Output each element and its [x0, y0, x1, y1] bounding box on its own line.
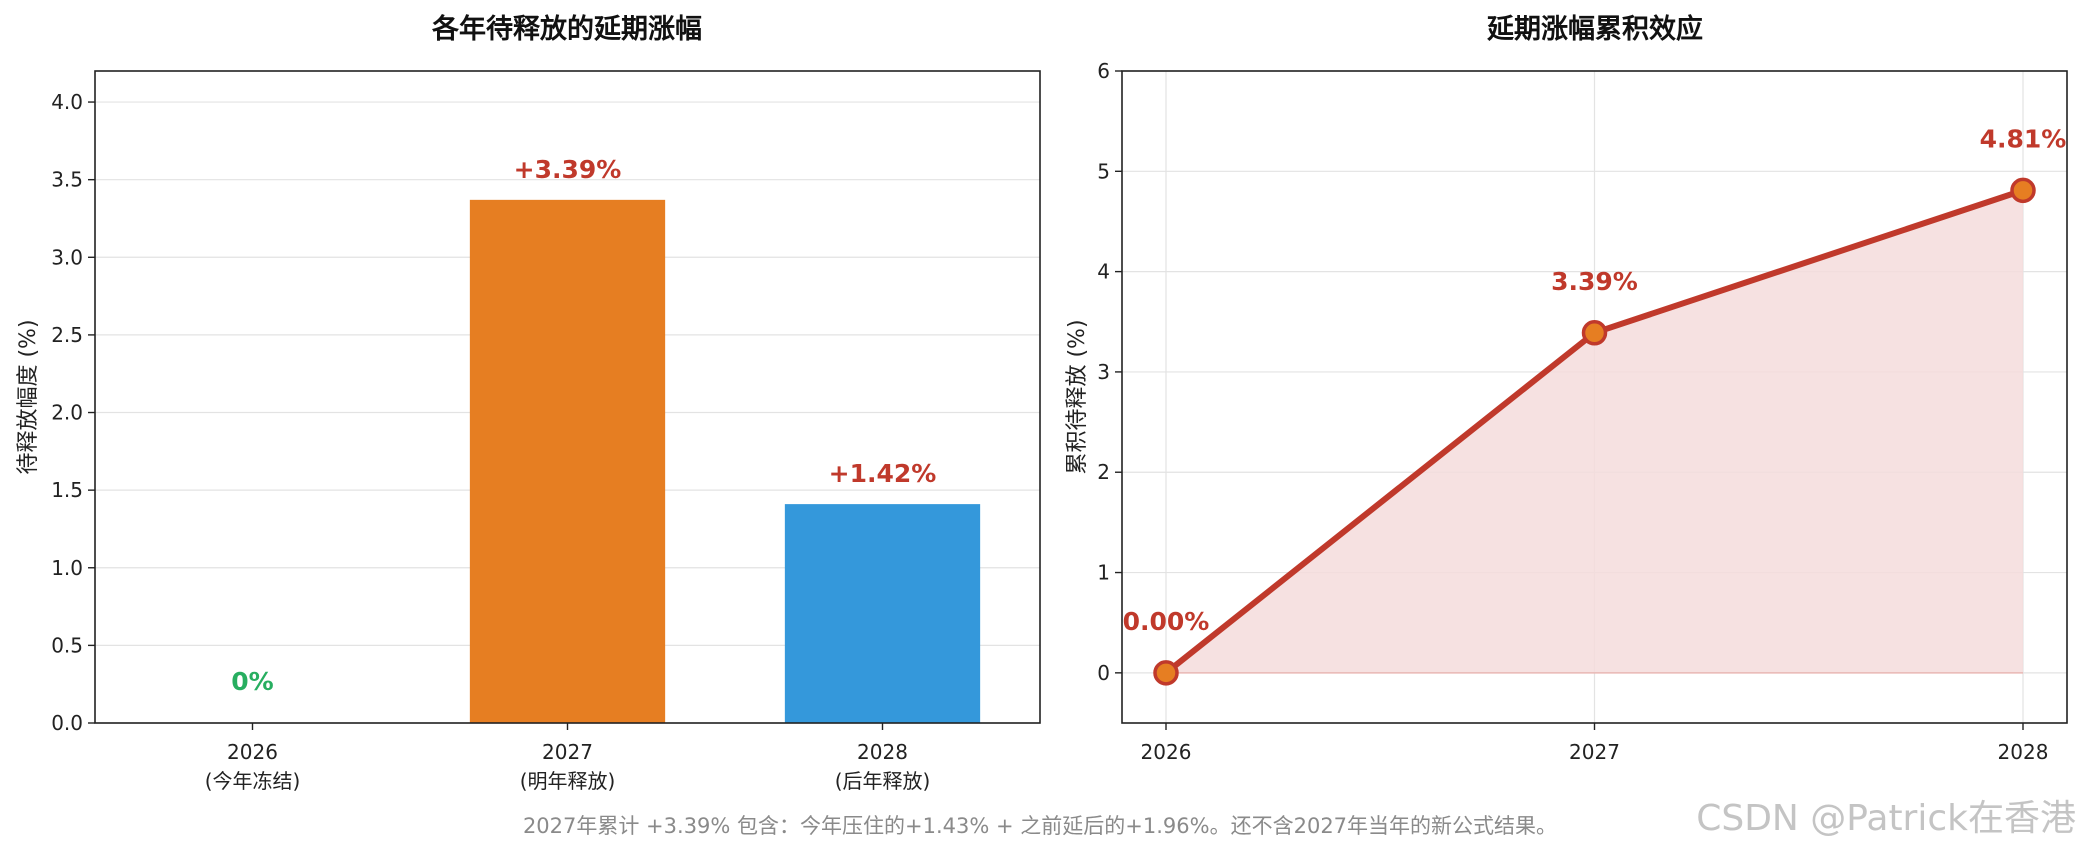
right-x-tick-label: 2028: [1998, 740, 2049, 764]
right-x-ticks: 2026 2027 2028: [1141, 723, 2049, 764]
right-y-tick-label: 2: [1097, 460, 1110, 484]
right-y-tick-label: 3: [1097, 360, 1110, 384]
point-2028: [2010, 177, 2036, 204]
bar-2027: [469, 199, 666, 723]
right-y-tick-label: 4: [1097, 260, 1110, 284]
left-x-tick-sublabel: (今年冻结): [205, 769, 301, 793]
left-y-tick-label: 0.0: [51, 711, 83, 735]
left-data-label: 0%: [231, 667, 273, 696]
right-x-tick-label: 2026: [1141, 740, 1192, 764]
left-y-tick-label: 1.0: [51, 556, 83, 580]
left-x-tick-sublabel: (后年释放): [835, 769, 931, 793]
left-chart-title: 各年待释放的延期涨幅: [431, 13, 702, 45]
left-y-tick-label: 2.5: [51, 323, 83, 347]
left-y-tick-label: 3.0: [51, 245, 83, 269]
right-data-labels: 0.00% 3.39% 4.81%: [1123, 124, 2067, 635]
left-chart: 各年待释放的延期涨幅 0.0 0.5 1.0 1.5 2.0 2.5 3.0 3.5 4.0 2…: [16, 13, 1041, 793]
right-y-axis-label: 累积待释放 (%): [1065, 319, 1090, 474]
right-chart: 延期涨幅累积效应 0 1 2 3 4 5 6 2026 2027 2028 0.00% 3.39%…: [1065, 13, 2068, 764]
left-y-tick-label: 0.5: [51, 633, 83, 657]
left-x-tick-label: 2027: [542, 740, 593, 764]
left-x-ticks: 2026 (今年冻结) 2027 (明年释放) 2028 (后年释放): [205, 723, 931, 793]
left-x-tick-label: 2028: [857, 740, 908, 764]
left-y-tick-label: 4.0: [51, 90, 83, 114]
left-y-tick-label: 1.5: [51, 478, 83, 502]
right-y-tick-label: 6: [1097, 59, 1110, 83]
right-y-ticks: 0 1 2 3 4 5 6: [1097, 59, 1122, 685]
left-x-tick-sublabel: (明年释放): [520, 769, 616, 793]
right-chart-title: 延期涨幅累积效应: [1486, 13, 1703, 45]
left-x-tick-label: 2026: [227, 740, 278, 764]
right-y-tick-label: 0: [1097, 661, 1110, 685]
footnote: 2027年累计 +3.39% 包含：今年压住的+1.43% + 之前延后的+1.…: [523, 814, 1557, 838]
left-y-ticks: 0.0 0.5 1.0 1.5 2.0 2.5 3.0 3.5 4.0: [51, 90, 95, 735]
right-y-tick-label: 1: [1097, 561, 1110, 585]
right-area-fill: [1166, 190, 2023, 674]
right-points: [1153, 177, 2036, 686]
left-y-axis-label: 待释放幅度 (%): [16, 319, 41, 474]
watermark: CSDN @Patrick在香港: [1696, 798, 2076, 839]
right-data-label: 4.81%: [1980, 124, 2067, 153]
point-2026: [1153, 660, 1179, 686]
right-data-label: 0.00%: [1123, 607, 1210, 636]
right-y-tick-label: 5: [1097, 159, 1110, 183]
area-fill: [1166, 190, 2023, 673]
left-data-label: +3.39%: [514, 155, 622, 184]
bar-2028: [784, 504, 981, 723]
right-x-tick-label: 2027: [1569, 740, 1620, 764]
left-y-tick-label: 3.5: [51, 168, 83, 192]
right-data-label: 3.39%: [1551, 267, 1638, 296]
point-2027: [1581, 320, 1608, 346]
left-data-labels: 0% +3.39% +1.42%: [231, 155, 936, 696]
left-bars: [469, 199, 981, 723]
left-y-tick-label: 2.0: [51, 401, 83, 425]
left-data-label: +1.42%: [829, 459, 937, 488]
